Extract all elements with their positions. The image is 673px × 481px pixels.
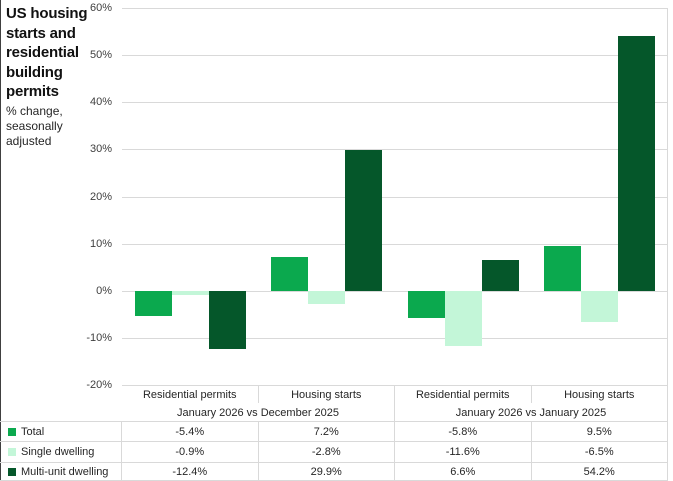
row-label-cell: Multi-unit dwelling	[0, 462, 122, 481]
bar-single-dwelling-housing-starts-3	[581, 291, 619, 322]
y-tick-label: 20%	[89, 190, 112, 203]
series-name-label: Total	[21, 425, 45, 438]
col-header-cell: Housing starts	[258, 385, 395, 403]
gridline	[122, 55, 668, 56]
value-cell: -2.8%	[258, 441, 395, 462]
value-cell: 29.9%	[258, 462, 395, 481]
y-tick-label: 30%	[89, 143, 112, 156]
gridline	[122, 244, 668, 245]
y-tick-label: 10%	[89, 237, 112, 250]
y-tick-label: 40%	[89, 96, 112, 109]
title-block: US housing starts and residential buildi…	[6, 4, 102, 149]
value-cell: 9.5%	[531, 421, 668, 441]
col-header-cell: Residential permits	[122, 385, 259, 403]
zero-gridline	[122, 291, 668, 292]
bar-single-dwelling-residential-permits-2	[444, 291, 482, 346]
bar-single-dwelling-housing-starts-1	[308, 291, 346, 305]
bar-total-residential-permits-0	[134, 291, 172, 317]
gridline	[122, 197, 668, 198]
period-header-cell: January 2026 vs January 2025	[395, 403, 668, 421]
value-cell: 54.2%	[531, 462, 668, 481]
plot-right-border	[667, 8, 668, 385]
chart-title: US housing starts and residential buildi…	[6, 5, 88, 100]
bar-total-residential-permits-2	[407, 291, 445, 319]
bar-multi-unit-dwelling-housing-starts-3	[618, 35, 656, 291]
bar-multi-unit-dwelling-housing-starts-1	[345, 150, 383, 291]
value-cell: -5.8%	[395, 421, 532, 441]
y-tick-label: -20%	[86, 379, 112, 391]
legend-swatch-multi-unit-dwelling-icon	[8, 467, 16, 476]
bar-total-housing-starts-1	[271, 257, 309, 291]
table-corner-cell	[0, 403, 122, 421]
gridline	[122, 338, 668, 339]
canvas-left-border	[0, 0, 1, 481]
y-tick-label: 60%	[89, 2, 112, 14]
value-cell: 7.2%	[258, 421, 395, 441]
row-label-cell: Total	[0, 421, 122, 441]
bar-total-housing-starts-3	[544, 246, 582, 291]
value-cell: -6.5%	[531, 441, 668, 462]
bar-multi-unit-dwelling-residential-permits-2	[481, 259, 519, 291]
gridline	[122, 102, 668, 103]
col-header-cell: Residential permits	[395, 385, 532, 403]
gridline	[122, 8, 668, 9]
col-header-cell: Housing starts	[531, 385, 668, 403]
value-cell: -5.4%	[122, 421, 259, 441]
value-cell: -12.4%	[122, 462, 259, 481]
legend-swatch-total-icon	[8, 427, 16, 436]
series-name-label: Multi-unit dwelling	[21, 465, 109, 478]
bar-single-dwelling-residential-permits-0	[171, 291, 209, 296]
value-cell: 6.6%	[395, 462, 532, 481]
y-tick-label: 0%	[96, 284, 112, 297]
series-name-label: Single dwelling	[21, 446, 95, 458]
y-tick-label: -10%	[86, 331, 112, 344]
gridline	[122, 149, 668, 150]
bar-multi-unit-dwelling-residential-permits-0	[208, 291, 246, 350]
table-corner-cell	[0, 385, 122, 403]
value-cell: -11.6%	[395, 441, 532, 462]
legend-swatch-single-dwelling-icon	[8, 448, 16, 456]
row-label-cell: Single dwelling	[0, 441, 122, 462]
y-tick-label: 50%	[89, 49, 112, 62]
chart-subtitle: % change, seasonally adjusted	[6, 103, 63, 148]
data-table: Residential permits Housing starts Residen…	[0, 385, 668, 481]
period-header-cell: January 2026 vs December 2025	[122, 403, 395, 421]
value-cell: -0.9%	[122, 441, 259, 462]
